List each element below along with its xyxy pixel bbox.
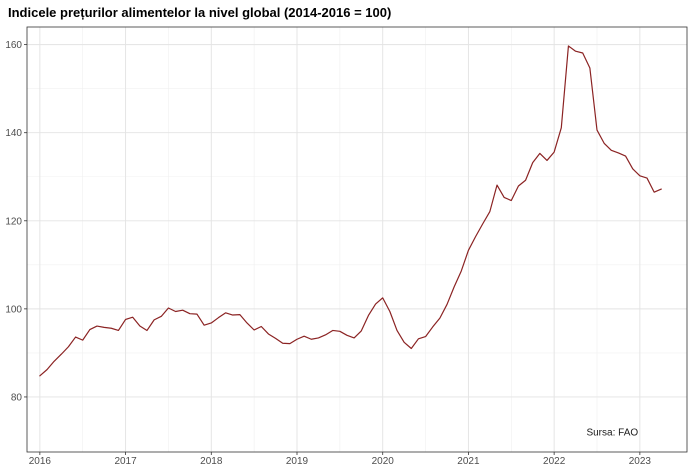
- grid: [27, 27, 687, 452]
- y-tick-label: 160: [5, 40, 22, 51]
- x-tick-label: 2018: [200, 456, 223, 466]
- series-line: [39, 45, 662, 377]
- x-tick-label: 2020: [372, 456, 395, 466]
- source-annotation: Sursa: FAO: [586, 428, 638, 439]
- x-tick-label: 2022: [543, 456, 566, 466]
- x-tick-label: 2019: [286, 456, 309, 466]
- x-axis: 2016 2017 2018 2019 2020 2021 2022 2023: [29, 452, 652, 466]
- y-tick-label: 80: [11, 392, 23, 403]
- y-tick-label: 120: [5, 216, 22, 227]
- x-tick-label: 2017: [114, 456, 137, 466]
- x-tick-label: 2021: [457, 456, 480, 466]
- y-axis: 80 100 120 140 160: [5, 40, 27, 403]
- chart-title: Indicele prețurilor alimentelor la nivel…: [8, 5, 392, 20]
- plot-panel-border: [26, 26, 688, 453]
- series-layer: [39, 45, 662, 377]
- x-tick-label: 2016: [29, 456, 52, 466]
- x-tick-label: 2023: [629, 456, 652, 466]
- y-tick-label: 140: [5, 128, 22, 139]
- y-tick-label: 100: [5, 304, 22, 315]
